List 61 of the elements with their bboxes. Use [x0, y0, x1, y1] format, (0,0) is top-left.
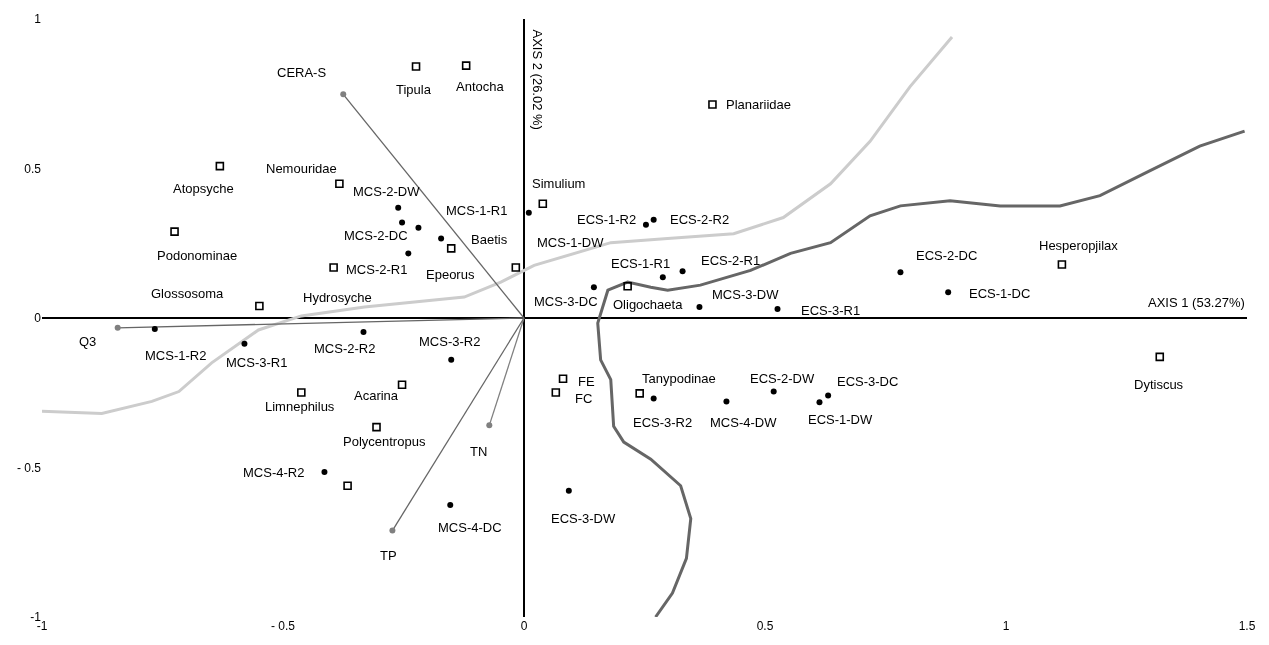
annotation: Q3 [79, 334, 97, 349]
annotation: Tanypodinae [642, 371, 716, 386]
annotation: ECS-2-DC [916, 248, 978, 263]
annotation: MCS-1-DW [537, 235, 605, 250]
x-tick-label: 0 [520, 619, 528, 633]
annotation: MCS-4-R2 [243, 465, 305, 480]
x-axis-title: AXIS 1 (53.27%) [1148, 295, 1245, 310]
annotation: Podonominae [157, 248, 238, 263]
annotation: Limnephilus [265, 399, 335, 414]
annotation: ECS-3-DC [837, 374, 899, 389]
annotation: ECS-2-DW [750, 371, 816, 386]
annotation: MCS-3-R2 [419, 334, 481, 349]
annotation: CERA-S [277, 65, 327, 80]
annotation: ECS-2-R1 [701, 253, 761, 268]
x-tick-label: 0.5 [756, 619, 774, 633]
annotation: FC [575, 391, 593, 406]
x-tick-label: - 0.5 [270, 619, 296, 633]
y-axis-title: AXIS 2 (26.02 %) [529, 29, 545, 130]
annotation: Dytiscus [1134, 377, 1184, 392]
annotation: Polycentropus [343, 434, 426, 449]
y-tick-label: 0.5 [24, 161, 42, 176]
annotation: Planariidae [726, 97, 792, 112]
annotation: Acarina [354, 388, 399, 403]
annotation: ECS-2-R2 [670, 212, 730, 227]
annotation: Simulium [532, 176, 586, 191]
y-tick-label: - 0.5 [16, 460, 42, 475]
annotation: Glossosoma [151, 286, 225, 301]
annotation: MCS-3-DC [534, 294, 598, 309]
annotation: Atopsyche [173, 181, 234, 196]
annotation: MCS-1-R1 [446, 203, 508, 218]
annotation: MCS-1-R2 [145, 348, 207, 363]
annotation: ECS-1-DC [969, 286, 1031, 301]
annotation: MCS-4-DW [710, 415, 778, 430]
y-tick-label: 1 [34, 12, 42, 27]
annotation: MCS-2-DW [353, 184, 421, 199]
annotation: MCS-2-R1 [346, 262, 408, 277]
annotation: ECS-1-R2 [577, 212, 637, 227]
annotation: Epeorus [426, 267, 475, 282]
annotation: Nemouridae [266, 161, 337, 176]
annotation: Oligochaeta [613, 297, 684, 312]
annotation: MCS-4-DC [438, 520, 502, 535]
annotation: Hesperopjilax [1039, 238, 1119, 253]
x-tick-label: 1 [1002, 619, 1010, 633]
annotation: MCS-2-DC [344, 228, 408, 243]
annotation: ECS-3-R1 [801, 303, 861, 318]
annotation: ECS-3-R2 [633, 415, 693, 430]
annotation: ECS-1-DW [808, 412, 874, 427]
annotation: ECS-3-DW [551, 511, 617, 526]
annotation: TN [470, 444, 488, 459]
annotation: MCS-3-DW [712, 287, 780, 302]
annotation: Antocha [456, 79, 505, 94]
annotation: MCS-2-R2 [314, 341, 376, 356]
annotation: Hydrosyche [303, 290, 372, 305]
x-tick-label: 1.5 [1238, 619, 1256, 633]
y-tick-label: 0 [34, 311, 42, 326]
annotation: Tipula [396, 82, 432, 97]
annotation: TP [380, 548, 397, 563]
annotation: Baetis [471, 232, 508, 247]
annotation: ECS-1-R1 [611, 256, 671, 271]
annotation: FE [578, 374, 595, 389]
annotation: MCS-3-R1 [226, 355, 288, 370]
